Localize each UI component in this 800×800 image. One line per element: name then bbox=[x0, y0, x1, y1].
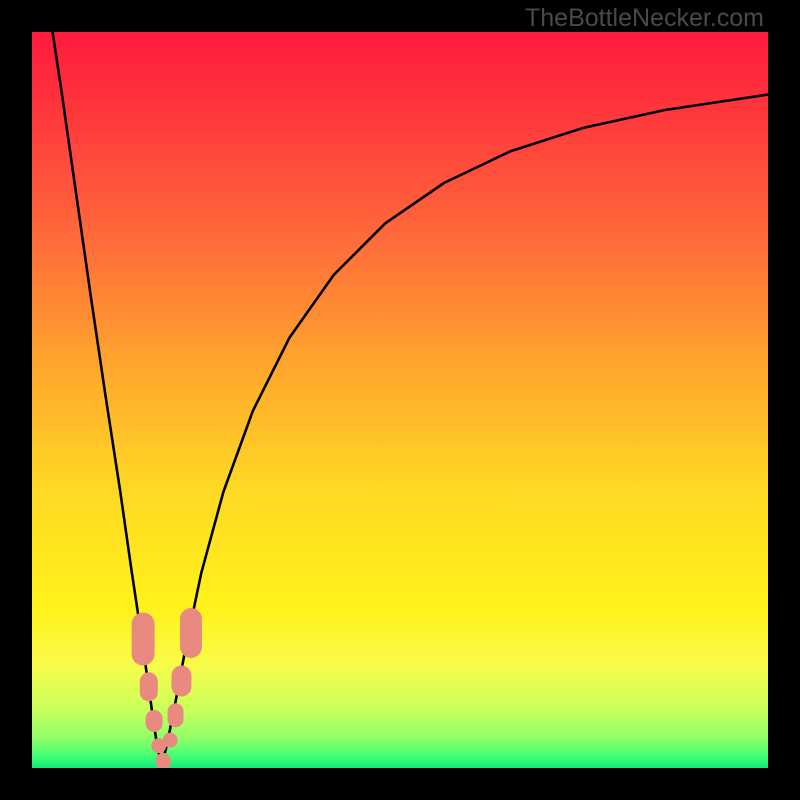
data-marker bbox=[132, 613, 155, 666]
data-marker bbox=[146, 710, 163, 732]
data-marker bbox=[163, 733, 178, 748]
data-marker bbox=[167, 703, 184, 727]
data-marker bbox=[140, 672, 158, 701]
watermark-text: TheBottleNecker.com bbox=[525, 4, 764, 33]
marker-layer bbox=[32, 32, 768, 768]
data-marker bbox=[156, 753, 171, 768]
plot-area bbox=[32, 32, 768, 768]
data-marker bbox=[172, 666, 191, 697]
data-marker bbox=[180, 608, 202, 658]
